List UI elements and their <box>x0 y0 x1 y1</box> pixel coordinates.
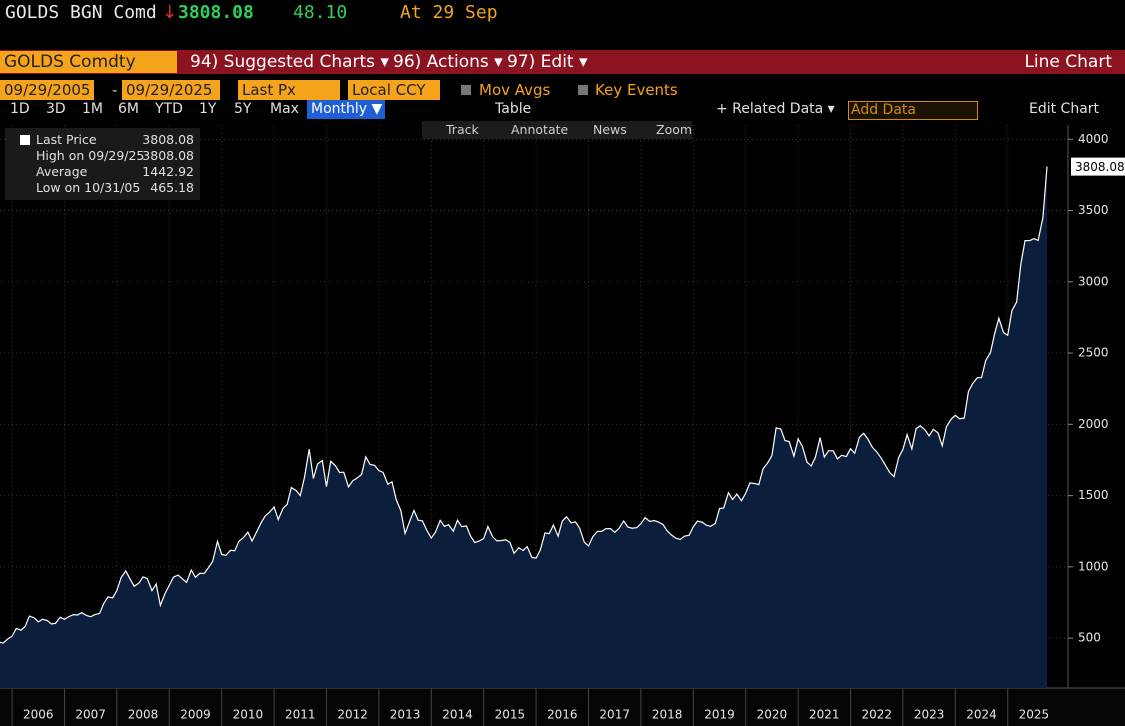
x-tick-label: 2007 <box>75 708 106 722</box>
x-tick-label: 2008 <box>128 708 159 722</box>
x-tick-label: 2023 <box>914 708 945 722</box>
tool-bar <box>422 121 692 139</box>
x-tick-label: 2018 <box>652 708 683 722</box>
x-tick-label: 2025 <box>1019 708 1050 722</box>
period-button[interactable]: YTD <box>155 101 183 117</box>
x-tick-label: 2024 <box>966 708 997 722</box>
x-tick-label: 2016 <box>547 708 578 722</box>
period-button[interactable]: 6M <box>118 101 139 117</box>
tool-button[interactable]: Zoom <box>656 122 693 137</box>
price-line <box>0 166 1048 644</box>
legend-label: Last Price <box>36 132 97 147</box>
x-tick-label: 2009 <box>180 708 211 722</box>
last-price: 3808.08 <box>178 2 254 23</box>
y-tick-label: 500 <box>1078 631 1101 645</box>
legend-swatch <box>20 135 30 145</box>
down-arrow: ↓ <box>162 2 178 23</box>
legend-box <box>5 128 200 200</box>
tool-button[interactable]: Annotate <box>511 122 569 137</box>
x-tick-label: 2010 <box>233 708 264 722</box>
tool-button[interactable]: Track <box>446 122 479 137</box>
legend-label: High on 09/29/25 <box>36 148 145 163</box>
chart-type: Line Chart <box>1024 52 1112 72</box>
area-fill <box>0 166 1048 688</box>
legend-label: Average <box>36 164 88 179</box>
y-tick-label: 1500 <box>1078 488 1109 502</box>
security-input[interactable]: GOLDS Comdty <box>0 51 177 73</box>
start-date[interactable]: 09/29/2005 <box>0 80 94 100</box>
period-button[interactable]: 3D <box>46 101 66 117</box>
y-tick-label: 2000 <box>1078 417 1109 431</box>
add-data-input[interactable]: Add Data <box>848 101 978 120</box>
related-data-button[interactable]: + Related Data ▾ <box>716 101 835 117</box>
key-events-checkbox[interactable] <box>578 85 588 95</box>
x-tick-label: 2014 <box>442 708 473 722</box>
legend-label: Low on 10/31/05 <box>36 180 141 195</box>
menu-bar <box>0 50 1125 74</box>
x-tick-label: 2022 <box>861 708 892 722</box>
field-select[interactable]: Last Px <box>238 80 340 100</box>
x-tick-label: 2020 <box>757 708 788 722</box>
x-tick-label: 2017 <box>599 708 630 722</box>
table-button[interactable]: Table <box>495 101 532 117</box>
period-button[interactable]: 1Y <box>199 101 217 117</box>
menu-item[interactable]: 94) Suggested Charts ▾ <box>190 52 389 72</box>
frequency-button[interactable]: Monthly ▼ <box>307 100 385 119</box>
legend-value: 1442.92 <box>142 164 194 179</box>
x-tick-label: 2015 <box>495 708 526 722</box>
period-button[interactable]: 5Y <box>234 101 252 117</box>
x-axis-bar <box>0 688 1125 726</box>
menu-item[interactable]: 96) Actions ▾ <box>393 52 503 72</box>
period-button[interactable]: 1D <box>10 101 30 117</box>
legend-value: 3808.08 <box>142 132 194 147</box>
tool-button[interactable]: News <box>593 122 627 137</box>
menu-item[interactable]: 97) Edit ▾ <box>507 52 588 72</box>
x-tick-label: 2011 <box>285 708 316 722</box>
quote-time: At 29 Sep <box>400 2 498 23</box>
x-tick-label: 2012 <box>337 708 368 722</box>
edit-chart-button[interactable]: Edit Chart <box>1029 101 1100 117</box>
currency-select[interactable]: Local CCY <box>348 80 440 100</box>
mov-avgs-label: Mov Avgs <box>479 81 551 99</box>
price-change: 48.10 <box>293 2 348 23</box>
mov-avgs-checkbox[interactable] <box>461 85 471 95</box>
x-tick-label: 2013 <box>390 708 421 722</box>
period-button[interactable]: 1M <box>82 101 103 117</box>
price-tag-box <box>1071 157 1125 176</box>
end-date[interactable]: 09/29/2025 <box>122 80 220 100</box>
x-tick-label: 2019 <box>704 708 735 722</box>
y-tick-label: 3000 <box>1078 274 1109 288</box>
period-button[interactable]: Max <box>270 101 299 117</box>
x-tick-label: 2021 <box>809 708 840 722</box>
key-events-label: Key Events <box>595 81 678 99</box>
y-tick-label: 4000 <box>1078 132 1109 146</box>
y-tick-label: 3500 <box>1078 203 1109 217</box>
ticker: GOLDS BGN Comd <box>5 2 157 23</box>
y-tick-label: 1000 <box>1078 559 1109 573</box>
legend-value: 3808.08 <box>142 148 194 163</box>
legend-value: 465.18 <box>150 180 194 195</box>
y-tick-label: 2500 <box>1078 346 1109 360</box>
x-tick-label: 2006 <box>23 708 54 722</box>
date-dash: - <box>112 81 118 99</box>
price-tag: 3808.08 <box>1075 160 1125 174</box>
